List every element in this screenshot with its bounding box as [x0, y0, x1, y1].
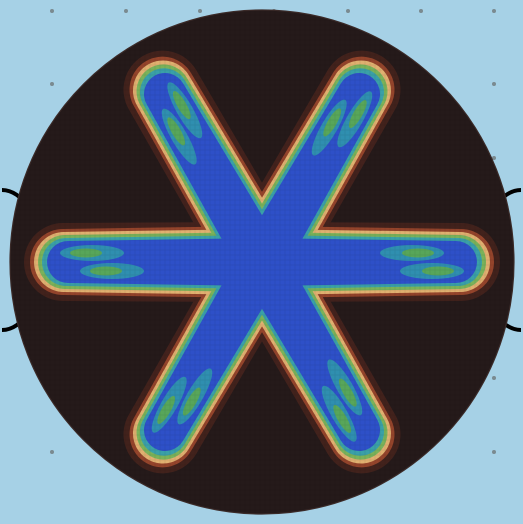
- grid-dot: [198, 9, 202, 13]
- grid-dot: [492, 450, 496, 454]
- grid-dot: [50, 82, 54, 86]
- grid-dot: [492, 156, 496, 160]
- grid-dot: [50, 450, 54, 454]
- grid-dot: [419, 9, 423, 13]
- grid-dot: [492, 9, 496, 13]
- grid-dot: [124, 9, 128, 13]
- grid-dot: [50, 9, 54, 13]
- grid-dot: [492, 82, 496, 86]
- grid-dot: [346, 9, 350, 13]
- disk-edge: [9, 9, 515, 515]
- grid-dot: [492, 376, 496, 380]
